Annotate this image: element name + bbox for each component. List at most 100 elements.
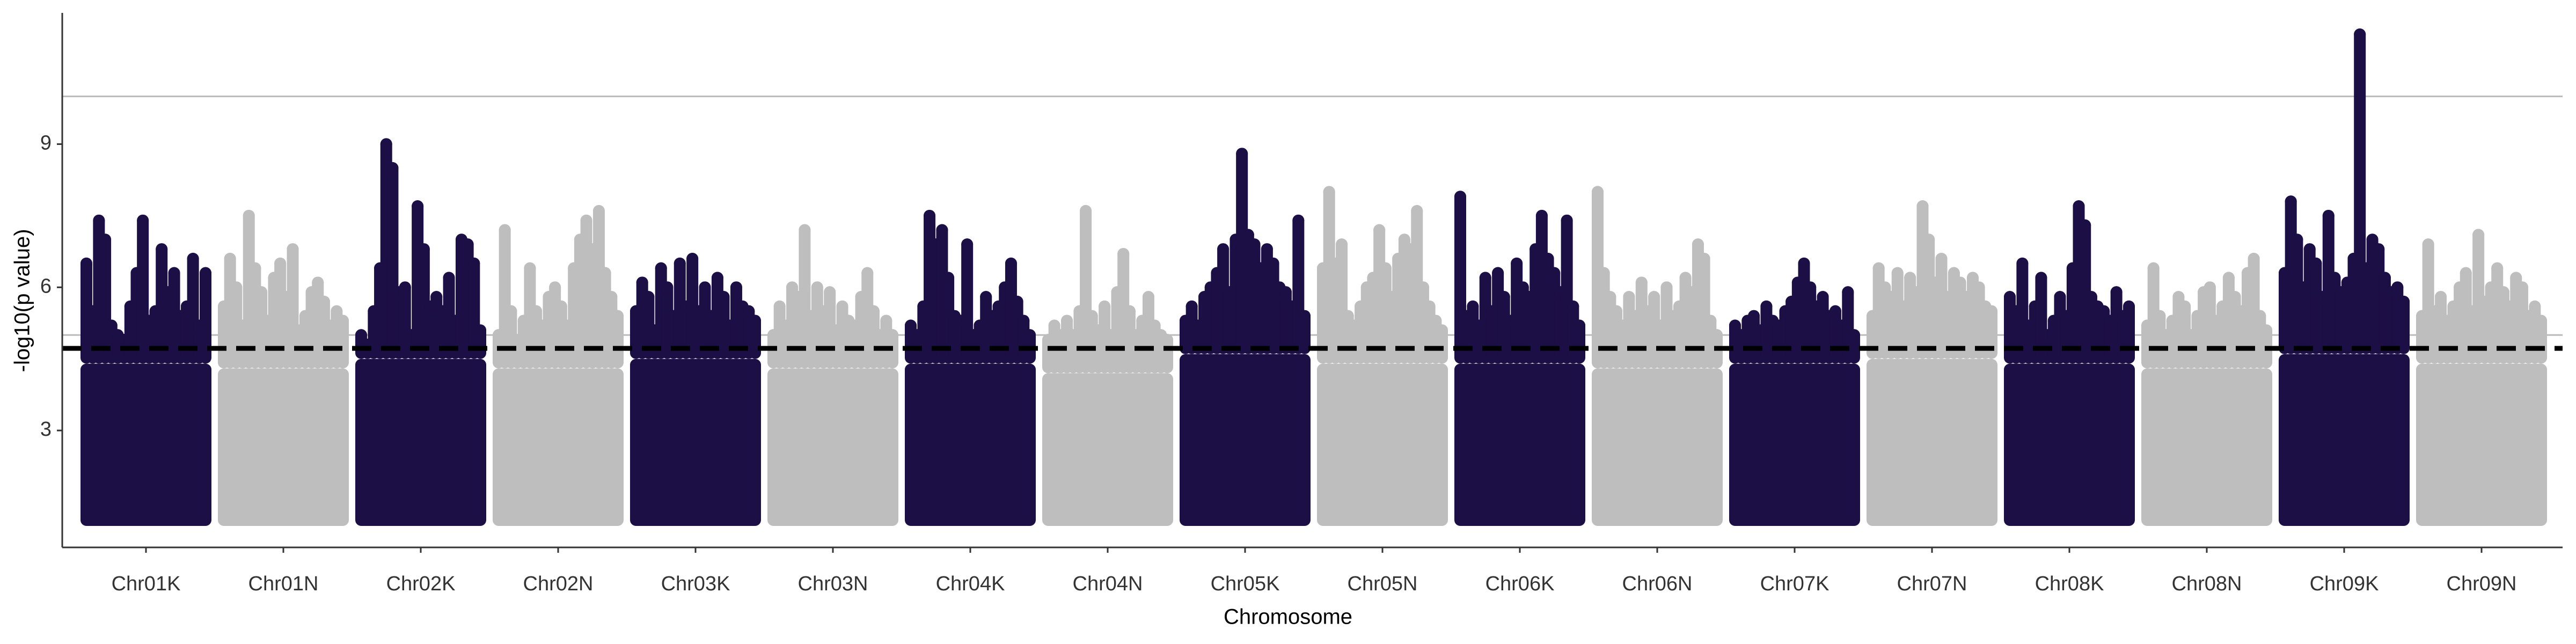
point bbox=[592, 205, 605, 217]
point bbox=[255, 286, 268, 298]
point bbox=[1711, 329, 1723, 341]
point bbox=[80, 257, 92, 269]
point bbox=[1492, 267, 1504, 279]
point bbox=[924, 209, 936, 222]
point bbox=[824, 286, 836, 298]
y-tick-label: 6 bbox=[40, 275, 52, 297]
point bbox=[430, 291, 443, 303]
point bbox=[2422, 238, 2434, 251]
point bbox=[105, 319, 118, 332]
x-tick-label: Chr01K bbox=[112, 573, 181, 595]
dense-points bbox=[905, 363, 1036, 526]
point bbox=[168, 267, 180, 279]
point-column bbox=[200, 267, 211, 364]
dense-points bbox=[218, 368, 349, 526]
point bbox=[1467, 300, 1479, 312]
x-axis-title: Chromosome bbox=[1224, 605, 1352, 629]
point bbox=[1161, 334, 1173, 346]
point bbox=[1248, 238, 1261, 251]
point bbox=[1704, 314, 1717, 327]
point bbox=[1635, 276, 1648, 289]
point bbox=[2204, 281, 2216, 294]
point bbox=[524, 262, 536, 274]
point bbox=[1261, 243, 1273, 255]
point bbox=[1535, 209, 1548, 222]
point bbox=[749, 314, 761, 327]
point bbox=[1660, 281, 1673, 294]
point bbox=[224, 252, 236, 265]
point bbox=[2529, 300, 2541, 312]
point bbox=[462, 238, 474, 251]
point bbox=[1373, 224, 1386, 236]
point bbox=[836, 300, 848, 312]
point bbox=[1648, 291, 1660, 303]
point bbox=[1011, 296, 1023, 308]
point bbox=[474, 324, 486, 336]
x-tick-label: Chr05N bbox=[1348, 573, 1418, 595]
point bbox=[1604, 291, 1616, 303]
point bbox=[612, 310, 624, 322]
point bbox=[2391, 281, 2404, 294]
point bbox=[2260, 324, 2272, 336]
point bbox=[799, 224, 811, 236]
point bbox=[1973, 281, 1985, 294]
point bbox=[636, 276, 648, 289]
point bbox=[1692, 238, 1704, 251]
point bbox=[1935, 252, 1948, 265]
point bbox=[1423, 300, 1436, 312]
y-tick-label: 3 bbox=[40, 418, 52, 441]
point bbox=[1454, 191, 1466, 203]
point bbox=[2222, 272, 2235, 284]
point bbox=[1148, 319, 1161, 332]
dense-points bbox=[630, 358, 761, 526]
point bbox=[2154, 310, 2166, 322]
dense-points bbox=[1042, 373, 1173, 526]
point bbox=[1479, 272, 1491, 284]
dense-points bbox=[1592, 368, 1723, 526]
point bbox=[2285, 195, 2297, 208]
point bbox=[2303, 243, 2316, 255]
dense-points bbox=[80, 363, 211, 526]
point bbox=[2098, 305, 2110, 317]
point-column bbox=[2535, 314, 2547, 364]
dense-points bbox=[493, 368, 624, 526]
x-tick-label: Chr09K bbox=[2310, 573, 2379, 595]
point bbox=[355, 329, 367, 341]
point bbox=[93, 214, 105, 226]
point bbox=[312, 276, 324, 289]
x-tick-label: Chr04K bbox=[936, 573, 1005, 595]
point bbox=[1123, 305, 1136, 317]
point bbox=[1342, 310, 1354, 322]
point bbox=[730, 281, 742, 294]
point bbox=[1954, 276, 1966, 289]
point bbox=[2123, 300, 2135, 312]
point bbox=[1379, 262, 1392, 274]
point bbox=[1748, 310, 1760, 322]
point bbox=[1804, 281, 1817, 294]
point bbox=[961, 238, 974, 251]
point bbox=[1611, 305, 1623, 317]
point bbox=[2354, 28, 2366, 41]
point bbox=[505, 305, 517, 317]
point bbox=[1879, 281, 1891, 294]
point bbox=[318, 296, 330, 308]
point bbox=[2535, 314, 2547, 327]
point bbox=[1567, 300, 1579, 312]
x-tick-label: Chr06K bbox=[1485, 573, 1555, 595]
point bbox=[1517, 281, 1529, 294]
point bbox=[1411, 205, 1423, 217]
point bbox=[1436, 324, 1448, 336]
x-tick-label: Chr08K bbox=[2035, 573, 2104, 595]
point bbox=[243, 209, 255, 222]
point bbox=[1430, 314, 1442, 327]
x-tick-label: Chr05K bbox=[1211, 573, 1280, 595]
point-column bbox=[612, 310, 624, 369]
point bbox=[942, 272, 955, 284]
point bbox=[200, 267, 211, 279]
dense-points bbox=[2141, 368, 2272, 526]
point-column bbox=[1299, 310, 1311, 354]
point bbox=[1267, 257, 1279, 269]
point bbox=[1623, 291, 1635, 303]
point bbox=[718, 291, 730, 303]
point bbox=[811, 281, 823, 294]
